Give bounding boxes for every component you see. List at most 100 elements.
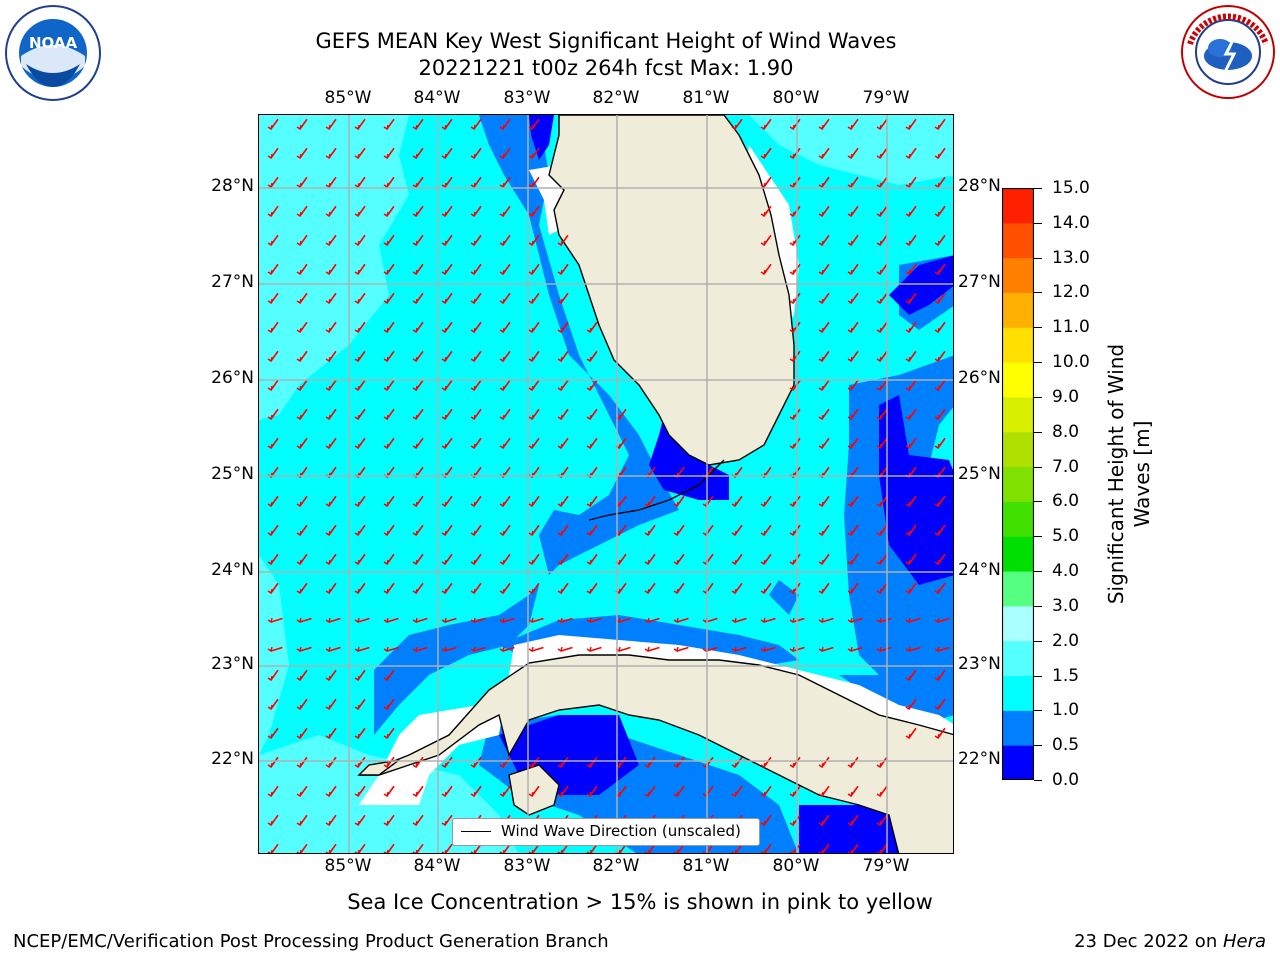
wave-arrow [676,646,689,652]
wave-arrow-head [325,820,331,827]
wave-arrow-head [847,356,853,363]
wave-arrow-head [383,791,389,798]
wave-arrow [357,814,366,826]
lat-label-left: 27°N [211,272,254,292]
wave-arrow [850,437,859,449]
wave-arrow-head [412,762,418,769]
wave-arrow-head [267,849,273,853]
wave-arrow [328,408,337,420]
wave-arrow [647,582,656,594]
wave-arrow-head [296,298,302,305]
wave-arrow-head [296,182,302,189]
wave-arrow [415,495,424,507]
wave-arrow-head [441,530,447,537]
wave-arrow-head [673,617,679,624]
wave-arrow [560,646,573,652]
wave-arrow-head [876,820,882,827]
wave-arrow [850,646,863,652]
wave-arrow [270,617,283,623]
wave-arrow [560,785,569,797]
wave-arrow-head [296,211,302,218]
wave-arrow [850,495,859,507]
wave-arrow [328,118,337,130]
wave-arrow [763,582,772,594]
wave-arrow [879,147,888,159]
wave-arrow-head [876,182,882,189]
wave-arrow-head [818,124,824,131]
lat-label-left: 24°N [211,560,254,580]
wave-arrow [937,118,946,130]
wave-arrow [502,176,511,188]
wave-arrow-head [644,588,650,595]
wave-arrow-head [441,356,447,363]
wave-arrow-head [325,704,331,711]
wave-arrow-head [789,124,795,131]
lat-label-left: 23°N [211,654,254,674]
wave-arrow [937,263,946,275]
wave-arrow [589,379,598,391]
wave-arrow [647,524,656,536]
wave-arrow [357,408,366,420]
wave-arrow [937,408,946,420]
wave-arrow-head [354,327,360,334]
wave-arrow-head [528,385,534,392]
wave-arrow [444,553,453,565]
wave-arrow-head [354,820,360,827]
wave-arrow [908,698,917,710]
wave-arrow-head [818,559,824,566]
wave-arrow-head [325,443,331,450]
wave-arrow [328,176,337,188]
wave-arrow-head [818,443,824,450]
wave-arrow-head [847,443,853,450]
wave-arrow-head [934,269,940,276]
wave-arrow [734,617,747,623]
wave-arrow-head [731,588,737,595]
wave-arrow [299,176,308,188]
wave-arrow-head [789,762,795,769]
wave-arrow [299,756,308,768]
wave-arrow-head [557,530,563,537]
wave-arrow-head [528,240,534,247]
wave-arrow [560,350,569,362]
wave-arrow-head [760,617,766,624]
wave-arrow [676,617,689,623]
wave-arrow [908,205,917,217]
wave-arrow [821,408,830,420]
colorbar-tick-mark [1034,710,1042,712]
lon-label-top: 81°W [682,88,730,108]
wave-arrow-head [354,675,360,682]
wave-arrow-head [383,240,389,247]
wave-arrow [531,321,540,333]
wave-arrow-head [325,646,331,653]
wave-arrow-head [325,385,331,392]
wave-arrow-head [528,588,534,595]
wave-arrow [908,147,917,159]
wave-arrow [908,118,917,130]
wave-arrow-head [586,849,592,853]
wave-arrow-head [470,385,476,392]
wave-arrow-head [296,762,302,769]
wave-arrow [763,843,772,853]
mid-water-bank [769,580,799,615]
colorbar-tick-mark [1034,327,1042,329]
wave-arrow-head [847,501,853,508]
wave-arrow-head [818,269,824,276]
colorbar-tick-label: 15.0 [1052,178,1090,198]
wave-arrow-head [470,559,476,566]
wave-arrow [792,646,805,652]
lat-label-right: 28°N [958,176,1001,196]
map-legend: Wind Wave Direction (unscaled) [452,818,760,846]
wave-arrow [299,205,308,217]
wave-arrow-head [644,617,650,624]
wave-arrow [328,843,337,853]
wave-arrow [908,669,917,681]
wave-arrow [270,727,279,739]
wave-arrow [415,118,424,130]
wave-arrow-head [296,733,302,740]
wave-arrow-head [354,849,360,853]
wave-arrow-head [876,443,882,450]
wave-arrow-head [789,269,795,276]
wave-arrow [299,437,308,449]
wave-arrow [328,669,337,681]
wave-arrow-head [325,501,331,508]
